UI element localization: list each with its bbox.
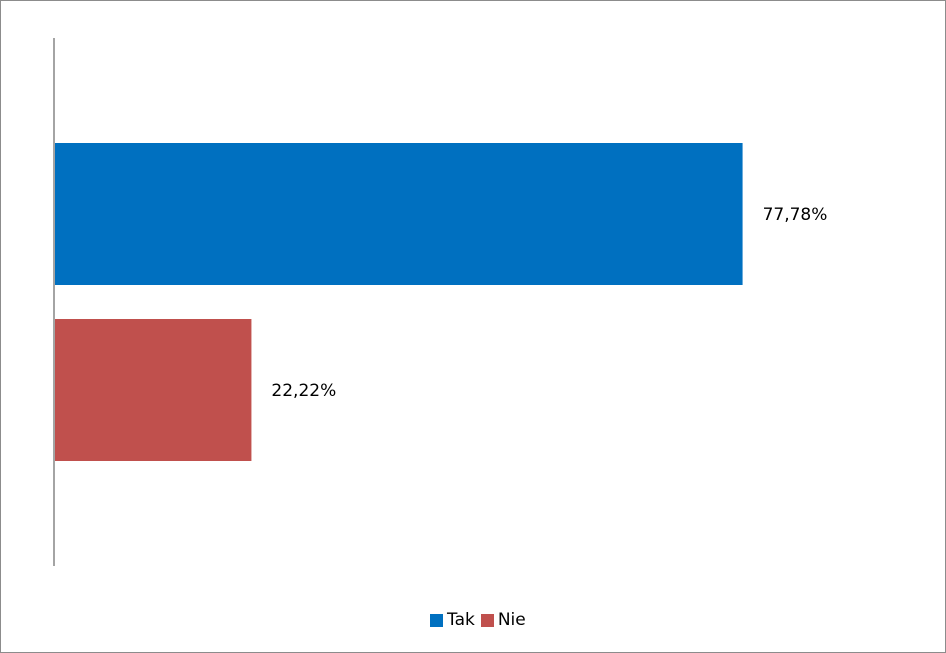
legend: Tak Nie (430, 609, 532, 631)
data-label-nie: 22,22% (271, 381, 336, 401)
bar-nie (55, 319, 252, 461)
legend-item-tak: Tak (430, 610, 475, 630)
data-label-tak: 77,78% (763, 205, 828, 225)
legend-label-tak: Tak (447, 610, 475, 630)
bar-tak (55, 143, 743, 285)
legend-swatch-tak (430, 613, 443, 627)
legend-label-nie: Nie (497, 610, 526, 630)
legend-swatch-nie (480, 613, 494, 627)
legend-item-nie: Nie (480, 610, 526, 630)
